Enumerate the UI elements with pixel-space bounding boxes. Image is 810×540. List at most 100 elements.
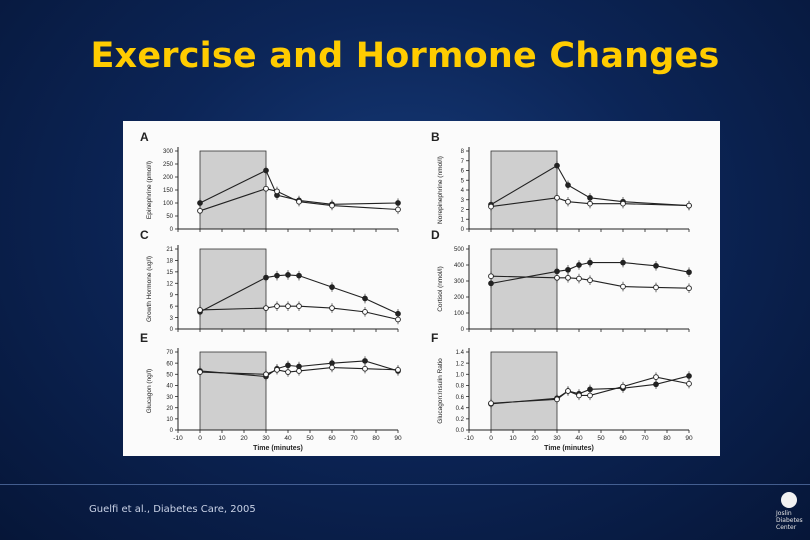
y-tick-label: 0.8 [456,384,465,390]
x-tick-label: 20 [240,435,248,442]
exercise-shade [490,248,558,330]
data-point [274,303,280,309]
x-tick-label: 70 [350,435,358,442]
hormone-figure: 0 50 100 150 200 250 300 A Epinephrine (pmol/l) 0… [123,121,720,456]
slide-title: Exercise and Hormone Changes [90,36,720,76]
y-axis-label: Norepinephrine (nmol/l) [437,156,444,224]
data-point [263,185,269,192]
data-point [565,182,571,188]
data-point [488,400,494,407]
data-point [620,259,626,266]
panel-letter: F [431,331,438,345]
series-line [490,164,690,207]
y-axis-label: Epinephrine (pmol/l) [146,161,153,219]
data-point [587,259,593,266]
data-point [653,374,659,380]
series-line [199,169,399,205]
data-point [197,207,203,214]
x-tick-label: 90 [394,435,402,442]
y-tick-label: 0 [170,428,174,434]
x-tick-label: 0 [198,435,202,442]
data-point [263,274,269,281]
data-point [554,162,560,169]
y-tick-label: 20 [166,406,173,412]
y-tick-label: 100 [454,311,465,317]
x-tick-label: 80 [372,435,380,442]
y-tick-label: 0 [461,327,465,333]
y-tick-label: 70 [166,350,173,356]
panel-letter: A [140,130,149,144]
x-tick-label: 10 [218,435,226,442]
data-point [362,295,368,302]
data-point [587,392,593,399]
y-tick-label: 0 [461,227,465,233]
y-tick-label: 6 [170,304,174,310]
data-point [686,373,692,379]
data-point [329,202,335,209]
data-point [263,305,269,311]
y-tick-label: 15 [166,270,173,276]
y-tick-label: 12 [166,281,173,287]
data-point [362,365,368,372]
x-tick-label: 30 [262,435,270,442]
y-tick-label: 250 [163,162,174,168]
data-point [554,194,560,201]
y-tick-label: 10 [166,417,173,423]
y-tick-label: 1.2 [456,361,465,367]
data-point [554,274,560,281]
y-tick-label: 150 [163,188,174,194]
exercise-shade [490,150,558,230]
y-axis-label: Glucagon (ng/l) [146,369,153,413]
y-tick-label: 9 [170,293,174,299]
data-point [686,269,692,276]
data-point [653,381,659,388]
x-tick-label: 60 [328,435,336,442]
x-tick-label: 50 [597,435,605,442]
y-tick-label: 60 [166,361,173,367]
joslin-logo-icon [781,492,797,508]
data-point [653,262,659,269]
y-tick-label: 7 [461,159,465,165]
x-tick-label: 10 [509,435,517,442]
data-point [395,366,401,373]
x-tick-label: 70 [641,435,649,442]
exercise-shade [199,150,267,230]
y-tick-label: 6 [461,169,465,175]
data-point [296,303,302,309]
data-point [554,396,560,403]
data-point [395,206,401,213]
y-tick-label: 5 [461,178,465,184]
data-point [488,280,494,287]
data-point [576,262,582,268]
logo-line: Diabetes [776,517,803,524]
panel-letter: E [140,331,148,345]
y-tick-label: 3 [170,316,174,322]
data-point [686,202,692,209]
y-axis-label: Cortisol (nmol/l) [437,266,444,312]
data-point [488,203,494,210]
data-point [296,272,302,279]
data-point [576,392,582,399]
citation: Guelfi et al., Diabetes Care, 2005 [89,504,256,515]
data-point [565,274,571,281]
data-point [329,364,335,371]
data-point [362,309,368,315]
y-tick-label: 3 [461,198,465,204]
y-tick-label: 0.0 [456,428,465,434]
data-point [565,266,571,273]
x-tick-label: 60 [619,435,627,442]
data-point [329,284,335,290]
data-point [620,200,626,207]
data-point [263,371,269,378]
x-tick-label: 80 [663,435,671,442]
x-tick-label: 40 [284,435,292,442]
data-point [296,368,302,374]
panel-letter: D [431,228,440,242]
logo-line: Joslin [776,510,792,517]
x-tick-label: 50 [306,435,314,442]
y-tick-label: 30 [166,395,173,401]
data-point [488,273,494,280]
y-tick-label: 0.2 [456,417,465,423]
data-point [329,305,335,311]
x-tick-label: 40 [575,435,583,442]
